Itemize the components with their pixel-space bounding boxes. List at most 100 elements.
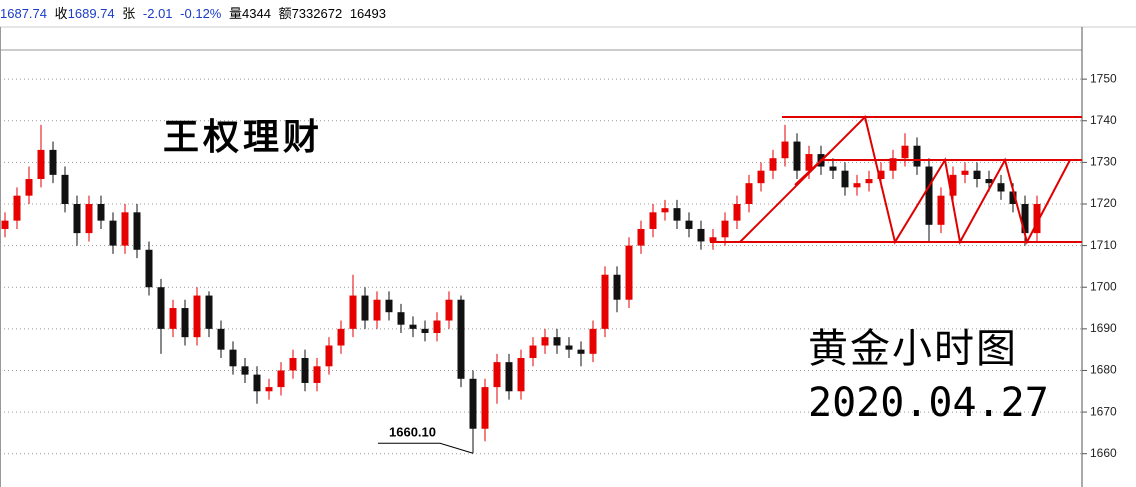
candle-body [757, 170, 765, 184]
y-tick-label: 1690 [1090, 321, 1117, 335]
candle [565, 337, 573, 358]
candle-body [901, 145, 909, 159]
low-pointer [378, 442, 474, 454]
candle [1033, 195, 1041, 242]
candle-body [241, 366, 249, 375]
y-tick-label: 1750 [1090, 71, 1117, 85]
candle [553, 328, 561, 354]
candle [829, 158, 837, 180]
candle [97, 195, 105, 229]
candle-body [529, 345, 537, 358]
candle-body [913, 145, 921, 167]
change-label: 张 [122, 6, 135, 21]
candle-body [229, 349, 237, 367]
candle [997, 174, 1005, 200]
candle [313, 357, 321, 392]
candle-body [361, 295, 369, 321]
candle-body [673, 208, 681, 221]
drawn-lines [710, 115, 1082, 245]
amount-label: 额 [279, 6, 292, 21]
candle-body [277, 370, 285, 388]
candle [13, 187, 21, 229]
candle [349, 274, 357, 338]
candle [841, 162, 849, 196]
candle [949, 166, 957, 204]
candle-body [13, 195, 21, 221]
candle-body [97, 203, 105, 221]
candle-body [1021, 203, 1029, 234]
candle-body [985, 179, 993, 184]
candle [85, 195, 93, 242]
candle-body [313, 366, 321, 383]
candle-body [877, 170, 885, 180]
candle-body [1009, 191, 1017, 204]
candle-body [625, 245, 633, 300]
candle-body [517, 357, 525, 392]
candle-body [829, 166, 837, 171]
close-label: 收 [55, 6, 68, 21]
candle-body [409, 324, 417, 329]
y-tick-label: 1720 [1090, 196, 1117, 210]
candle-body [937, 195, 945, 225]
candle-body [685, 220, 693, 229]
candle-body [769, 158, 777, 171]
candle-body [61, 174, 69, 204]
change-pct: -0.12% [180, 6, 222, 21]
candle [937, 187, 945, 234]
candle [145, 241, 153, 296]
candle [685, 212, 693, 238]
y-tick-label: 1670 [1090, 404, 1117, 418]
candle [157, 278, 165, 354]
candle [973, 162, 981, 188]
candle-body [373, 299, 381, 321]
y-tick-label: 1700 [1090, 279, 1117, 293]
candle-body [661, 208, 669, 213]
candle [889, 149, 897, 180]
trend-line [794, 151, 831, 186]
candle-body [193, 295, 201, 338]
candle-body [601, 274, 609, 329]
close: 1689.74 [68, 6, 115, 21]
candle-body [25, 179, 33, 196]
chart-label: 黄金小时图 [808, 326, 1018, 372]
candle [37, 124, 45, 188]
volume-label: 量 [229, 6, 242, 21]
candle-body [541, 337, 549, 346]
candle [601, 266, 609, 338]
candle [325, 337, 333, 375]
candle [301, 349, 309, 392]
candle-body [865, 179, 873, 184]
candle-body [613, 274, 621, 300]
candle [481, 378, 489, 442]
candle [385, 291, 393, 321]
candle [445, 291, 453, 329]
candle-body [109, 220, 117, 246]
y-tick-label: 1660 [1090, 446, 1117, 460]
candle [865, 170, 873, 192]
candle [121, 203, 129, 254]
candle-body [697, 228, 705, 242]
candle-body [793, 141, 801, 171]
candle [697, 220, 705, 250]
candle [25, 166, 33, 204]
candle-body [1033, 203, 1041, 234]
candle [589, 320, 597, 363]
candle-body [169, 308, 177, 329]
candle-body [589, 328, 597, 354]
candle-body [493, 362, 501, 388]
candle [337, 320, 345, 354]
candle [493, 353, 501, 404]
header: 1687.74 收1689.74 张 -2.01 -0.12% 量4344 额7… [0, 6, 386, 21]
candle [505, 353, 513, 400]
candle [625, 237, 633, 309]
candle [265, 378, 273, 400]
candle [757, 162, 765, 192]
candle-body [577, 349, 585, 354]
candle [205, 291, 213, 338]
y-tick-label: 1710 [1090, 238, 1117, 252]
candle [397, 303, 405, 334]
candle-body [73, 203, 81, 234]
candle [73, 195, 81, 246]
candle-body [397, 312, 405, 325]
